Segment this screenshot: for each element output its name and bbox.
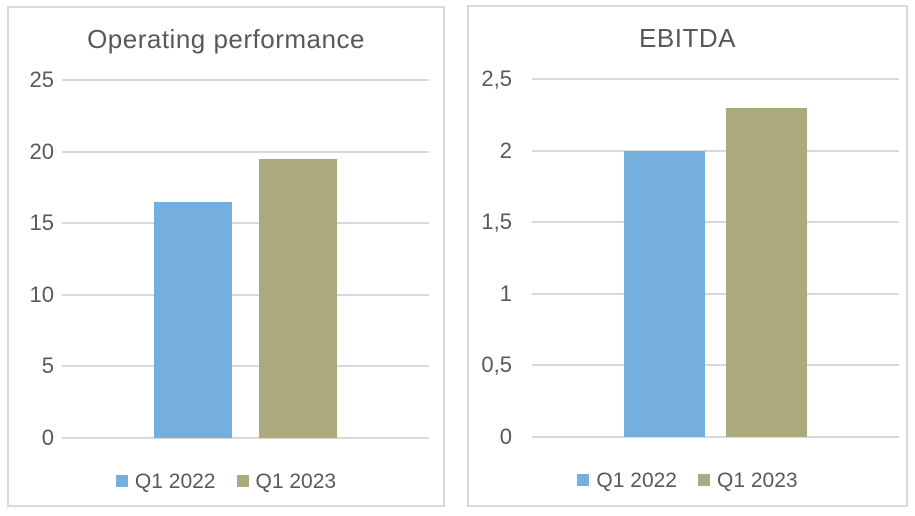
legend-entry: Q1 2023 <box>698 470 798 491</box>
gridline <box>62 222 429 225</box>
legend-entry: Q1 2022 <box>577 470 677 491</box>
gridline <box>62 293 429 296</box>
legend-entry: Q1 2023 <box>236 469 337 493</box>
y-axis-tick-label: 2 <box>499 137 512 163</box>
y-axis-tick-label: 2,5 <box>481 66 512 91</box>
gridline <box>62 365 429 368</box>
legend-swatch-icon <box>236 475 249 487</box>
bar-q1-2022 <box>624 150 705 437</box>
bar-q1-2023 <box>259 158 337 438</box>
legend-swatch-icon <box>698 474 710 486</box>
gridline <box>62 437 429 439</box>
gridline <box>62 79 429 81</box>
y-axis-tick-label: 1,5 <box>481 209 512 235</box>
chart-title: Operating performance <box>87 24 365 54</box>
legend-label: Q1 2023 <box>717 468 798 492</box>
legend: Q1 2022 Q1 2023 <box>9 467 443 495</box>
gridline <box>532 436 899 438</box>
gridline <box>532 292 899 295</box>
y-axis-tick-label: 5 <box>41 353 54 379</box>
gridline <box>62 150 429 153</box>
y-axis-tick-label: 0 <box>499 424 512 449</box>
legend-entry: Q1 2022 <box>115 469 216 493</box>
legend-label: Q1 2023 <box>255 469 337 493</box>
legend: Q1 2022 Q1 2023 <box>469 466 906 494</box>
chart-panel-ebitda: EBITDA 2,5 2 1,5 1 0,5 0 Q1 2022 Q1 2023 <box>467 5 908 507</box>
gridline <box>532 149 899 152</box>
y-axis-tick-label: 25 <box>29 67 54 92</box>
y-axis-tick-label: 1 <box>499 280 512 306</box>
legend-swatch-icon <box>577 474 590 486</box>
gridline <box>532 364 899 367</box>
plot-area: 2,5 2 1,5 1 0,5 0 <box>469 7 906 505</box>
legend-swatch-icon <box>115 475 128 487</box>
gridline <box>532 78 899 80</box>
bar-q1-2023 <box>726 107 807 437</box>
legend-label: Q1 2022 <box>596 468 677 492</box>
y-axis-tick-label: 0 <box>41 425 54 450</box>
y-axis-tick-label: 0,5 <box>481 352 512 378</box>
legend-label: Q1 2022 <box>134 469 216 493</box>
y-axis-tick-label: 20 <box>29 138 54 164</box>
chart-panel-operating-performance: Operating performance 25 20 15 10 5 0 Q1 2022… <box>7 6 445 507</box>
y-axis-tick-label: 15 <box>29 210 54 236</box>
plot-area: 25 20 15 10 5 0 <box>9 8 443 505</box>
gridline <box>532 221 899 224</box>
bar-q1-2022 <box>154 201 232 438</box>
y-axis-tick-label: 10 <box>29 281 54 307</box>
chart-title: EBITDA <box>639 23 736 53</box>
